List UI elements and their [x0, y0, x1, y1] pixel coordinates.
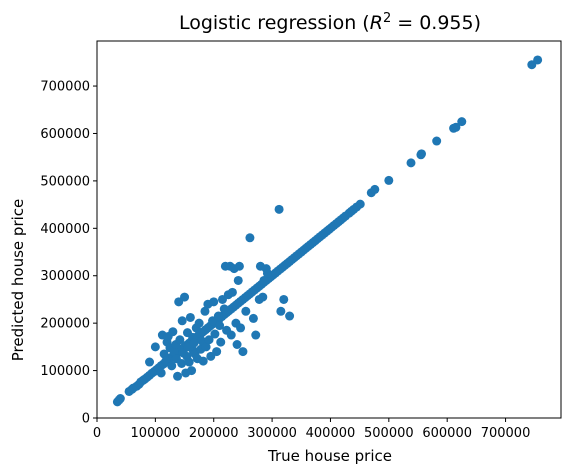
data-point — [168, 327, 178, 337]
data-point — [276, 306, 286, 316]
data-point — [216, 337, 226, 347]
data-point — [219, 304, 229, 314]
y-tick-label: 0 — [82, 412, 90, 427]
y-tick-label: 600000 — [40, 127, 90, 142]
y-tick-label: 300000 — [40, 269, 90, 284]
data-point — [212, 347, 222, 357]
data-point — [274, 204, 284, 214]
data-point — [177, 316, 187, 326]
data-point — [198, 356, 208, 366]
data-point — [187, 366, 197, 376]
data-point — [241, 306, 251, 316]
x-tick-label: 700000 — [481, 426, 531, 441]
data-point — [233, 275, 243, 285]
data-point — [215, 321, 225, 331]
data-point — [185, 312, 195, 322]
data-point — [258, 292, 268, 302]
data-point — [232, 340, 242, 349]
data-point — [173, 371, 183, 381]
data-point — [150, 342, 160, 352]
data-point — [213, 311, 223, 321]
data-point — [236, 323, 246, 333]
y-tick-label: 400000 — [40, 222, 90, 237]
data-point — [210, 329, 220, 339]
data-point — [406, 158, 416, 168]
data-point — [167, 361, 177, 371]
data-point — [451, 122, 461, 132]
data-point — [194, 318, 204, 328]
data-point — [200, 306, 210, 316]
y-axis-label: Predicted house price — [9, 199, 27, 362]
data-point — [209, 297, 219, 307]
data-point — [533, 55, 543, 65]
data-point — [457, 117, 467, 127]
y-tick-label: 500000 — [40, 174, 90, 189]
data-point — [184, 357, 194, 367]
data-point — [180, 292, 190, 302]
data-point — [384, 175, 394, 185]
x-tick-label: 300000 — [247, 426, 297, 441]
x-tick-label: 100000 — [131, 426, 181, 441]
data-point — [195, 329, 205, 339]
data-point — [156, 368, 166, 378]
data-point — [432, 136, 442, 146]
data-point — [355, 199, 365, 209]
x-tick-label: 200000 — [189, 426, 239, 441]
data-point — [201, 342, 211, 352]
x-tick-label: 400000 — [306, 426, 356, 441]
data-point — [145, 357, 155, 367]
data-point — [417, 149, 427, 159]
data-point — [169, 347, 179, 357]
data-point — [279, 294, 289, 304]
data-point — [204, 335, 214, 345]
data-point — [238, 347, 248, 357]
y-tick-label: 100000 — [40, 364, 90, 379]
data-point — [251, 330, 261, 340]
y-tick-label: 700000 — [40, 80, 90, 95]
data-point — [227, 287, 237, 297]
x-tick-label: 500000 — [364, 426, 414, 441]
data-point — [175, 335, 185, 345]
data-point — [370, 184, 380, 194]
data-point — [234, 261, 244, 271]
plot-frame — [96, 40, 562, 419]
data-point — [259, 275, 269, 285]
data-point — [115, 394, 125, 404]
data-point — [177, 358, 187, 368]
data-points — [112, 55, 543, 407]
data-point — [262, 268, 272, 278]
data-point — [226, 330, 236, 340]
y-tick-label: 200000 — [40, 317, 90, 332]
x-axis-label: True house price — [267, 447, 392, 465]
data-point — [159, 349, 169, 359]
data-point — [248, 313, 258, 323]
y-axis-ticks: 0 100000 200000 300000 400000 500000 600000 700… — [40, 80, 97, 427]
chart-title: Logistic regression (R2 = 0.955) — [179, 11, 481, 35]
x-axis-ticks: 0 100000 200000 300000 400000 500000 600000 700… — [93, 418, 531, 441]
x-tick-label: 0 — [93, 426, 101, 441]
data-point — [285, 311, 295, 321]
data-point — [245, 233, 255, 243]
data-point — [189, 338, 199, 348]
x-tick-label: 600000 — [422, 426, 472, 441]
